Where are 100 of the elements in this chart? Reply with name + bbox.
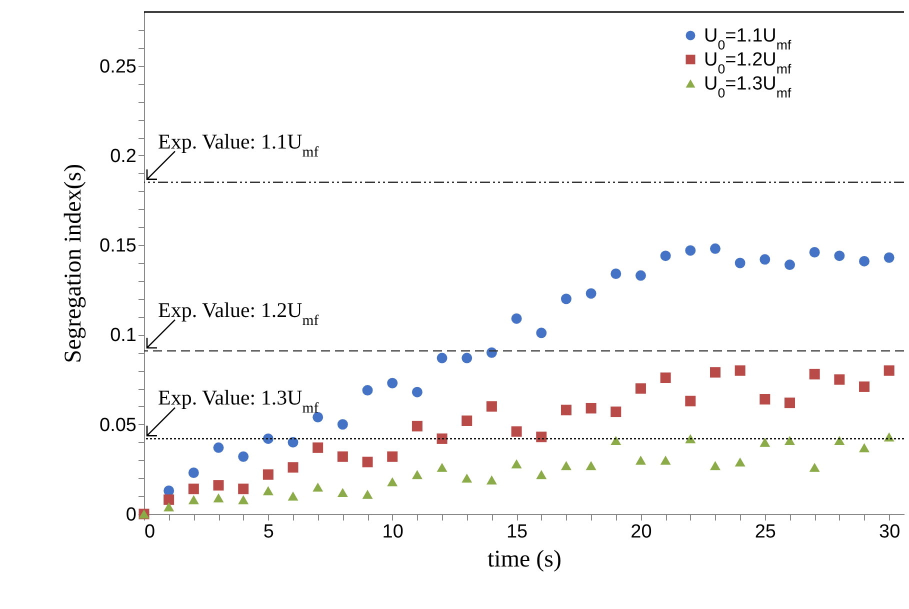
point bbox=[164, 502, 174, 512]
point bbox=[362, 456, 373, 468]
legend-label: U$_{0}$=1.1U$_{mf}$ bbox=[704, 26, 792, 52]
point bbox=[486, 401, 497, 412]
x-tick-label: 10 bbox=[382, 522, 404, 542]
x-tick-label: 20 bbox=[630, 522, 652, 542]
point bbox=[213, 480, 224, 491]
point bbox=[262, 486, 274, 496]
point bbox=[238, 484, 249, 494]
point bbox=[288, 492, 298, 501]
point bbox=[387, 451, 398, 462]
point bbox=[859, 443, 870, 452]
point bbox=[760, 254, 770, 265]
point bbox=[462, 352, 472, 364]
point bbox=[834, 250, 845, 262]
point bbox=[511, 313, 522, 324]
point bbox=[560, 404, 572, 416]
point bbox=[610, 268, 622, 279]
point bbox=[536, 432, 547, 442]
point bbox=[312, 442, 324, 453]
legend-label: U$_{0}$=1.3U$_{mf}$ bbox=[704, 74, 792, 100]
point bbox=[412, 386, 422, 398]
point bbox=[387, 378, 398, 388]
point bbox=[511, 426, 522, 437]
point bbox=[486, 475, 497, 484]
point bbox=[560, 294, 572, 304]
point bbox=[685, 396, 696, 406]
point bbox=[734, 457, 746, 467]
point bbox=[809, 247, 820, 258]
point bbox=[436, 433, 448, 444]
y-tick-label: 0 bbox=[126, 504, 136, 526]
point bbox=[660, 250, 671, 262]
point bbox=[436, 352, 448, 364]
x-tick-label: 5 bbox=[263, 522, 274, 542]
point bbox=[884, 365, 894, 376]
point bbox=[884, 252, 894, 263]
annotation: Exp. Value: 1.3U$_{mf}$ bbox=[158, 386, 319, 417]
point bbox=[635, 456, 646, 465]
point bbox=[387, 477, 398, 486]
point bbox=[164, 485, 174, 496]
point bbox=[760, 438, 770, 447]
point bbox=[809, 368, 820, 380]
point bbox=[536, 470, 547, 480]
point bbox=[610, 406, 622, 418]
point bbox=[536, 328, 547, 338]
point bbox=[710, 367, 720, 378]
point bbox=[784, 436, 795, 446]
point bbox=[213, 442, 224, 453]
point bbox=[586, 288, 596, 299]
point bbox=[734, 365, 746, 376]
point bbox=[362, 490, 373, 499]
point bbox=[188, 484, 199, 494]
y-tick-label: 0.2 bbox=[110, 146, 136, 167]
point bbox=[312, 412, 324, 422]
point bbox=[188, 468, 199, 478]
point bbox=[635, 270, 646, 281]
point bbox=[337, 488, 348, 498]
point bbox=[586, 402, 596, 414]
point bbox=[462, 474, 472, 483]
x-axis-title: time (s) bbox=[488, 546, 562, 572]
point bbox=[238, 451, 249, 462]
point bbox=[560, 461, 572, 470]
point bbox=[188, 495, 199, 504]
x-tick-label: 0 bbox=[144, 522, 156, 542]
point bbox=[238, 495, 249, 504]
point bbox=[809, 462, 820, 472]
point bbox=[784, 398, 795, 408]
y-tick-label: 0.1 bbox=[110, 325, 136, 346]
point bbox=[337, 419, 348, 430]
point bbox=[586, 461, 596, 470]
point bbox=[262, 469, 274, 480]
point bbox=[362, 385, 373, 396]
point bbox=[660, 372, 671, 383]
point bbox=[412, 420, 422, 432]
point bbox=[710, 461, 720, 470]
point bbox=[734, 258, 746, 268]
point bbox=[710, 243, 720, 254]
x-tick-label: 25 bbox=[754, 522, 776, 542]
point bbox=[337, 451, 348, 462]
annotation: Exp. Value: 1.1U$_{mf}$ bbox=[158, 129, 319, 160]
y-tick-label: 0.15 bbox=[100, 236, 136, 257]
point bbox=[288, 437, 298, 448]
point bbox=[412, 470, 422, 480]
point bbox=[685, 245, 696, 256]
point bbox=[436, 462, 448, 472]
point bbox=[859, 256, 870, 266]
legend-label: U$_{0}$=1.2U$_{mf}$ bbox=[704, 50, 792, 76]
point bbox=[511, 459, 522, 468]
point bbox=[288, 462, 298, 473]
point bbox=[859, 381, 870, 392]
point bbox=[834, 436, 845, 446]
point bbox=[312, 482, 324, 492]
point bbox=[462, 416, 472, 426]
x-tick-label: 15 bbox=[506, 522, 528, 542]
point bbox=[610, 436, 622, 446]
point bbox=[164, 494, 174, 505]
point bbox=[213, 493, 224, 502]
x-tick-label: 30 bbox=[879, 522, 900, 542]
point bbox=[635, 383, 646, 394]
point bbox=[834, 374, 845, 385]
